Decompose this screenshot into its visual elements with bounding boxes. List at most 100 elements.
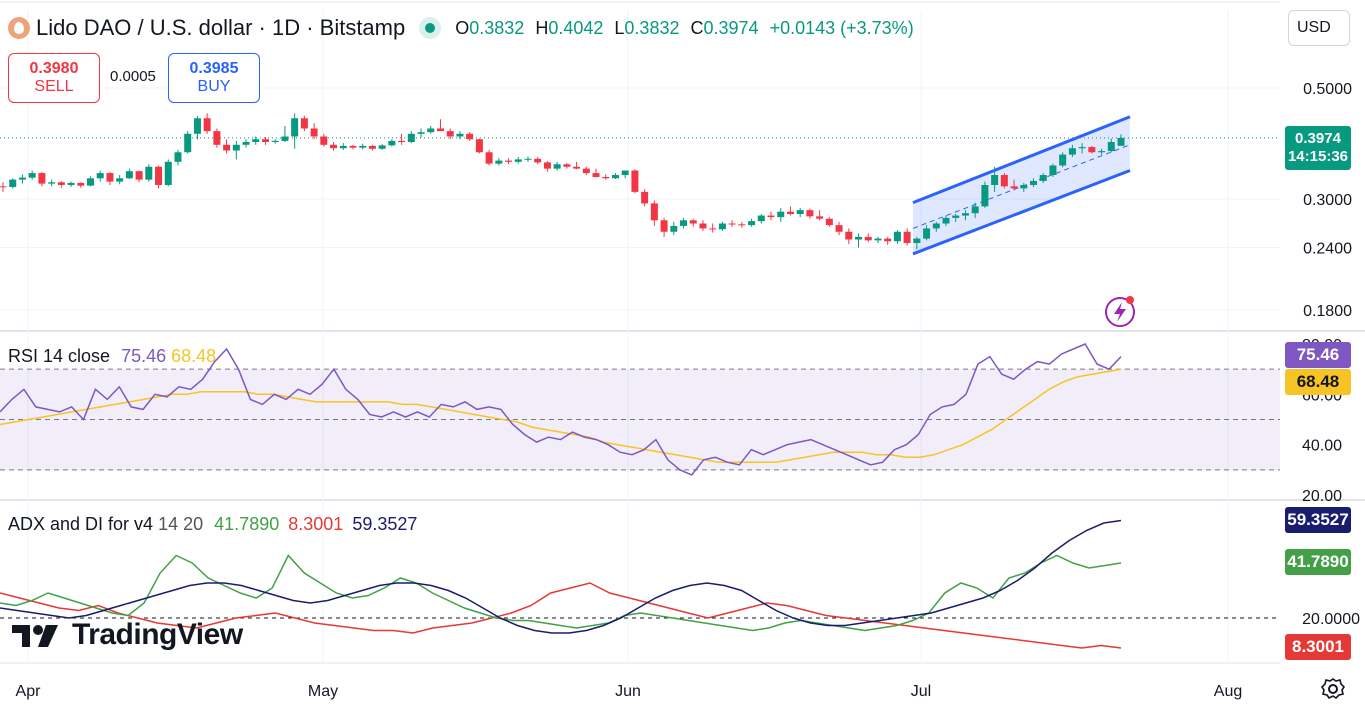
candle-body: [1068, 148, 1076, 155]
adx-y-tick-label: 20.0000: [1302, 611, 1360, 628]
candle-body: [291, 118, 299, 137]
candle-body: [407, 133, 415, 142]
candle-body: [417, 132, 425, 134]
candle-body: [689, 220, 697, 224]
y-tick-label: 0.2400: [1303, 240, 1352, 257]
candle-body: [855, 236, 863, 240]
candle-body: [767, 215, 775, 218]
adx-params: 14 20: [158, 514, 204, 534]
candle-body: [602, 176, 610, 179]
candle-body: [884, 238, 892, 242]
candle-body: [961, 213, 969, 216]
buy-label: BUY: [197, 78, 231, 95]
rsi-ma-tag: 68.48: [1285, 369, 1351, 395]
candle-body: [660, 220, 668, 232]
candle-body: [67, 182, 75, 185]
gear-icon[interactable]: [1320, 676, 1346, 702]
lightning-icon: [1114, 302, 1126, 322]
candle-body: [223, 144, 231, 151]
sell-button[interactable]: 0.3980 SELL: [8, 53, 100, 103]
candle-body: [475, 139, 483, 153]
tradingview-mark-icon: [12, 625, 58, 647]
candle-body: [125, 171, 133, 179]
di-plus-value: 41.7890: [214, 514, 280, 534]
candle-body: [505, 160, 513, 162]
adx-legend[interactable]: ADX and DI for v4 14 20 41.7890 8.3001 5…: [8, 514, 417, 535]
candle-body: [1098, 151, 1106, 153]
adx-tag: 59.3527: [1285, 507, 1351, 533]
candle-body: [271, 140, 279, 142]
candle-body: [981, 184, 989, 207]
rsi-ma-value: 68.48: [171, 346, 217, 366]
candle-body: [923, 228, 931, 239]
candle-body: [816, 216, 824, 219]
candle-body: [330, 144, 338, 149]
candle-body: [641, 191, 649, 204]
candle-body: [28, 173, 36, 178]
candle-body: [534, 158, 542, 163]
rsi-y-tick-label: 40.00: [1302, 438, 1342, 455]
buy-button[interactable]: 0.3985 BUY: [168, 53, 260, 103]
candle-body: [1088, 147, 1096, 153]
currency-selector[interactable]: USD: [1288, 10, 1350, 46]
candle-body: [96, 173, 104, 179]
candle-body: [845, 231, 853, 240]
candle-body: [670, 225, 678, 232]
candle-body: [18, 177, 26, 180]
candle-body: [495, 160, 503, 164]
candle-body: [9, 179, 17, 188]
candle-body: [796, 210, 804, 214]
candle-body: [86, 178, 94, 186]
market-status-icon[interactable]: [419, 17, 442, 39]
candle-body: [349, 145, 357, 148]
candle-body: [281, 136, 289, 141]
candle-body: [193, 118, 201, 134]
candle-body: [203, 118, 211, 132]
candle-body: [748, 221, 756, 226]
candle-body: [903, 231, 911, 244]
candle-body: [631, 170, 639, 192]
candle-body: [563, 164, 571, 167]
tradingview-logo[interactable]: TradingView: [12, 618, 243, 652]
candle-body: [310, 128, 318, 137]
candle-body: [1039, 175, 1047, 181]
candle-body: [0, 186, 7, 188]
candle-body: [699, 223, 707, 229]
candle-body: [835, 225, 843, 232]
candle-body: [543, 162, 551, 169]
candle-body: [757, 215, 765, 222]
candle-body: [514, 159, 522, 162]
bar-countdown: 14:15:36: [1287, 148, 1349, 165]
candle-body: [145, 166, 153, 180]
x-tick-label: Aug: [1214, 683, 1242, 700]
rsi-legend[interactable]: RSI 14 close 75.46 68.48: [8, 346, 216, 367]
candle-body: [893, 231, 901, 242]
candle-body: [806, 210, 814, 217]
symbol-title[interactable]: Lido DAO / U.S. dollar · 1D · Bitstamp: [36, 15, 406, 40]
adx-title: ADX and DI for v4: [8, 514, 154, 534]
candle-body: [77, 182, 85, 186]
channel-middle: [912, 144, 1131, 229]
candle-body: [184, 133, 192, 153]
alert-icon: [1105, 297, 1135, 327]
candle-body: [680, 220, 688, 226]
rsi-title: RSI 14 close: [8, 346, 111, 366]
candle-body: [1049, 165, 1057, 176]
di-plus-line: [0, 554, 1122, 632]
di-minus-tag: 8.3001: [1285, 634, 1351, 660]
candle-body: [1107, 141, 1115, 152]
sell-label: SELL: [34, 78, 74, 95]
candle-body: [135, 171, 143, 180]
candle-body: [485, 152, 493, 164]
rsi-tag: 75.46: [1285, 342, 1351, 368]
candle-body: [116, 178, 124, 182]
candle-body: [1030, 180, 1038, 185]
di-minus-line: [0, 582, 1122, 649]
candle-body: [1117, 137, 1125, 146]
candle-body: [174, 152, 182, 162]
y-tick-label: 0.1800: [1303, 303, 1352, 320]
candle-body: [106, 173, 114, 182]
y-tick-label: 0.5000: [1303, 81, 1352, 98]
candle-body: [261, 139, 269, 142]
